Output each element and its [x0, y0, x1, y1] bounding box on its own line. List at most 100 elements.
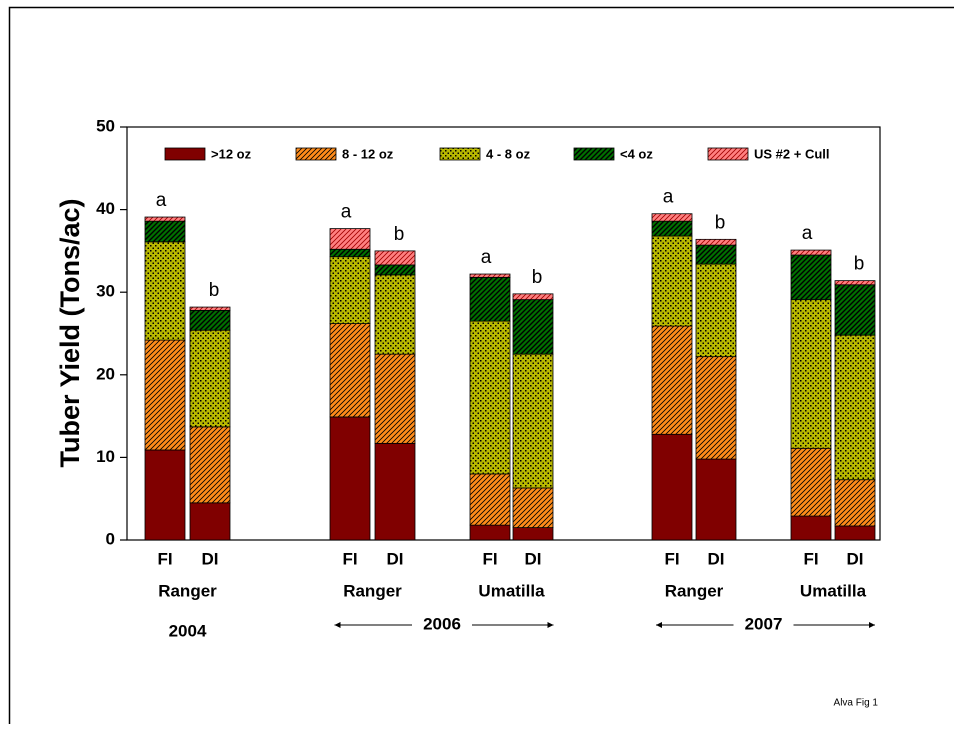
bar-segment — [375, 265, 415, 275]
bar-segment — [696, 357, 736, 459]
bar-segment — [190, 503, 230, 540]
y-tick-label: 0 — [106, 529, 115, 548]
year-label: 2004 — [169, 621, 207, 640]
bar-segment — [190, 330, 230, 427]
bar-segment — [190, 310, 230, 330]
year-arrow-head — [548, 622, 554, 628]
x-tick-label: FI — [157, 549, 172, 568]
y-tick-label: 20 — [96, 364, 115, 383]
bar-segment — [791, 516, 831, 540]
bar-letter: b — [715, 212, 726, 233]
bar-segment — [791, 300, 831, 449]
bar-segment — [791, 255, 831, 300]
x-tick-label: DI — [202, 549, 219, 568]
x-tick-label: FI — [664, 549, 679, 568]
bar-letter: b — [854, 254, 865, 275]
bar-segment — [190, 427, 230, 503]
y-tick-label: 50 — [96, 116, 115, 135]
legend-swatch — [708, 148, 748, 160]
bar-segment — [513, 300, 553, 355]
bar-letter: b — [209, 280, 220, 301]
bar-segment — [330, 257, 370, 324]
bar-segment — [835, 526, 875, 540]
bar-segment — [652, 221, 692, 236]
bar-segment — [145, 340, 185, 450]
legend-label: 4 - 8 oz — [486, 146, 531, 161]
bar-segment — [145, 217, 185, 221]
legend-swatch — [165, 148, 205, 160]
bar-segment — [470, 274, 510, 277]
bar-segment — [470, 321, 510, 474]
x-tick-label: DI — [387, 549, 404, 568]
x-tick-label: DI — [708, 549, 725, 568]
bar-letter: b — [532, 267, 543, 288]
bar-segment — [145, 242, 185, 340]
legend-swatch — [574, 148, 614, 160]
bar-letter: a — [156, 190, 167, 211]
bar-segment — [330, 229, 370, 250]
bar-letter: a — [481, 247, 492, 268]
bar-segment — [375, 275, 415, 354]
bar-letter: a — [663, 187, 674, 208]
bar-segment — [145, 221, 185, 242]
x-tick-label: FI — [482, 549, 497, 568]
group-label: Umatilla — [478, 581, 545, 600]
bar-segment — [835, 335, 875, 480]
bar-segment — [375, 443, 415, 540]
bar-segment — [513, 488, 553, 528]
legend-label: >12 oz — [211, 146, 252, 161]
bar-segment — [696, 459, 736, 540]
legend-label: US #2 + Cull — [754, 146, 830, 161]
group-label: Ranger — [665, 581, 724, 600]
x-tick-label: DI — [525, 549, 542, 568]
bar-segment — [652, 236, 692, 326]
legend-swatch — [440, 148, 480, 160]
bar-segment — [513, 294, 553, 300]
bar-segment — [696, 245, 736, 264]
bar-segment — [513, 354, 553, 488]
bar-segment — [835, 281, 875, 285]
bar-segment — [330, 417, 370, 540]
group-label: Umatilla — [800, 581, 867, 600]
bar-segment — [696, 239, 736, 245]
x-tick-label: FI — [803, 549, 818, 568]
bar-segment — [652, 214, 692, 221]
bar-letter: b — [394, 224, 405, 245]
year-label: 2007 — [745, 614, 783, 633]
bar-segment — [470, 277, 510, 321]
bar-segment — [375, 354, 415, 443]
bar-segment — [470, 474, 510, 525]
y-tick-label: 40 — [96, 199, 115, 218]
bar-segment — [330, 249, 370, 256]
x-tick-label: FI — [342, 549, 357, 568]
bar-segment — [696, 264, 736, 357]
bar-segment — [791, 448, 831, 516]
bar-segment — [330, 324, 370, 417]
x-tick-label: DI — [847, 549, 864, 568]
year-arrow-head — [656, 622, 662, 628]
group-label: Ranger — [158, 581, 217, 600]
footer: Alva Fig 1 — [834, 698, 879, 709]
y-tick-label: 10 — [96, 447, 115, 466]
bar-segment — [652, 434, 692, 540]
bar-letter: a — [802, 223, 813, 244]
y-tick-label: 30 — [96, 282, 115, 301]
y-axis-label: Tuber Yield (Tons/ac) — [55, 198, 85, 467]
bar-segment — [835, 480, 875, 526]
bar-segment — [145, 450, 185, 540]
bar-segment — [791, 250, 831, 255]
bar-segment — [652, 326, 692, 434]
bar-segment — [190, 307, 230, 310]
bar-letter: a — [341, 202, 352, 223]
bar-segment — [375, 251, 415, 265]
year-arrow-head — [335, 622, 341, 628]
bar-segment — [470, 525, 510, 540]
legend-label: <4 oz — [620, 146, 653, 161]
legend-swatch — [296, 148, 336, 160]
legend-label: 8 - 12 oz — [342, 146, 394, 161]
bar-segment — [513, 528, 553, 540]
year-arrow-head — [869, 622, 875, 628]
bar-segment — [835, 285, 875, 335]
group-label: Ranger — [343, 581, 402, 600]
